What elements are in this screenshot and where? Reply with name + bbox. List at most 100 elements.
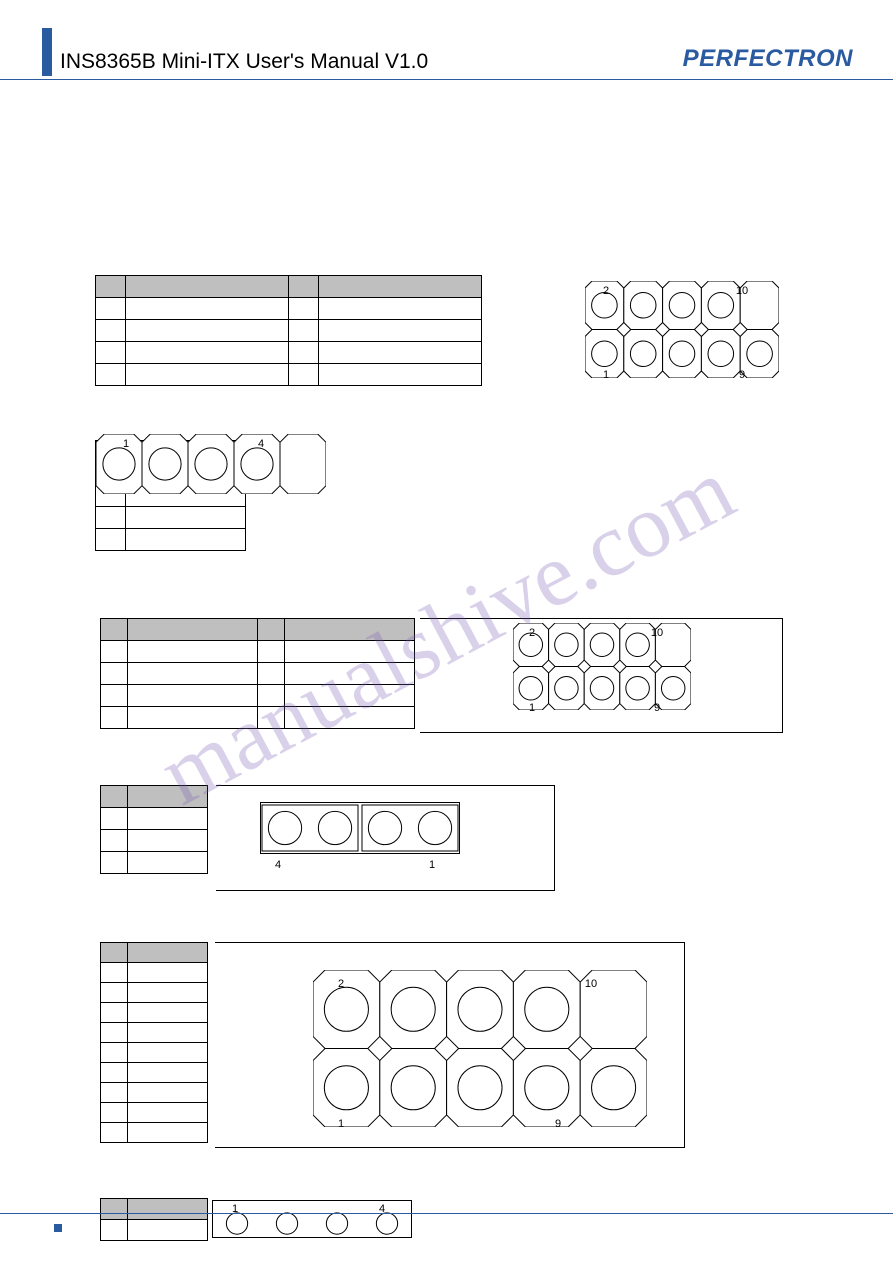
pin-cell [319, 320, 482, 342]
pin-number-label: 10 [585, 978, 597, 990]
pin-header-cell [101, 786, 128, 808]
pin-number-label: 4 [258, 438, 264, 450]
pin-number-label: 1 [603, 369, 609, 381]
pin-cell [101, 663, 128, 685]
connector-diagram: 41 [260, 802, 460, 854]
pin-cell [96, 529, 126, 551]
pin-cell [285, 641, 415, 663]
pin-number-label: 9 [555, 1118, 561, 1130]
pin-cell [319, 298, 482, 320]
pin-cell [101, 1103, 128, 1123]
pin-cell [126, 529, 246, 551]
pin-cell [128, 1063, 208, 1083]
pin-number-label: 2 [338, 978, 344, 990]
pin-number-label: 9 [739, 369, 745, 381]
pin-cell [128, 1123, 208, 1143]
pin-cell [101, 1083, 128, 1103]
pin-cell [258, 707, 285, 729]
connector-section: 41 [100, 785, 208, 874]
document-title: INS8365B Mini-ITX User's Manual V1.0 [60, 50, 428, 74]
pin-cell [128, 641, 258, 663]
pin-cell [285, 707, 415, 729]
pin-cell [101, 1003, 128, 1023]
pin-header-cell [258, 619, 285, 641]
pin-table [95, 275, 482, 386]
pin-number-label: 2 [529, 627, 535, 639]
pin-cell [319, 342, 482, 364]
pin-header-cell [101, 943, 128, 963]
pin-cell [128, 830, 208, 852]
pin-cell [128, 1083, 208, 1103]
pin-cell [101, 1123, 128, 1143]
pin-cell [128, 1023, 208, 1043]
pin-cell [128, 685, 258, 707]
brand-logo: PERFECTRON [683, 45, 853, 73]
connector-section: 21019 [100, 942, 208, 1143]
pin-number-label: 10 [736, 285, 748, 297]
pin-cell [101, 830, 128, 852]
pin-cell [285, 685, 415, 707]
pin-table [100, 785, 208, 874]
connector-diagram: 21019 [513, 623, 691, 710]
pin-cell [319, 364, 482, 386]
pin-cell [128, 1103, 208, 1123]
pin-cell [96, 507, 126, 529]
pin-cell [126, 342, 289, 364]
pin-cell [126, 320, 289, 342]
pin-cell [126, 298, 289, 320]
pin-cell [101, 1043, 128, 1063]
pin-table [100, 942, 208, 1143]
footer-accent-dot [54, 1224, 62, 1232]
header-accent-bar [42, 28, 52, 76]
pin-cell [101, 685, 128, 707]
pin-cell [289, 298, 319, 320]
connector-section: 14 [95, 440, 246, 551]
pin-number-label: 1 [429, 859, 435, 871]
pin-cell [101, 1063, 128, 1083]
page-header: INS8365B Mini-ITX User's Manual V1.0 PER… [0, 0, 893, 80]
pin-cell [289, 364, 319, 386]
pin-number-label: 1 [338, 1118, 344, 1130]
pin-cell [96, 342, 126, 364]
pin-header-cell [289, 276, 319, 298]
pin-cell [258, 663, 285, 685]
pin-header-cell [101, 619, 128, 641]
pin-header-cell [128, 786, 208, 808]
pin-header-cell [128, 943, 208, 963]
pin-cell [128, 707, 258, 729]
pin-cell [258, 641, 285, 663]
pin-number-label: 9 [654, 702, 660, 714]
pin-table [100, 618, 415, 729]
pin-header-cell [128, 619, 258, 641]
pin-cell [126, 364, 289, 386]
connector-diagram: 14 [96, 434, 326, 494]
pin-header-cell [96, 276, 126, 298]
pin-number-label: 10 [651, 627, 663, 639]
pin-cell [96, 364, 126, 386]
pin-cell [128, 963, 208, 983]
pin-cell [101, 963, 128, 983]
pin-cell [285, 663, 415, 685]
pin-cell [101, 852, 128, 874]
pin-number-label: 1 [529, 702, 535, 714]
pin-cell [289, 342, 319, 364]
pin-cell [128, 852, 208, 874]
pin-cell [258, 685, 285, 707]
pin-cell [101, 641, 128, 663]
pin-cell [128, 808, 208, 830]
pin-header-cell [126, 276, 289, 298]
pin-cell [101, 983, 128, 1003]
pin-cell [101, 707, 128, 729]
connector-section: 21019 [95, 275, 482, 386]
pin-cell [101, 808, 128, 830]
pin-cell [101, 1023, 128, 1043]
pin-cell [128, 983, 208, 1003]
pin-number-label: 4 [275, 859, 281, 871]
pin-cell [128, 1003, 208, 1023]
pin-cell [128, 663, 258, 685]
pin-cell [96, 320, 126, 342]
page-footer [0, 1213, 893, 1243]
connector-diagram: 21019 [585, 281, 779, 378]
connector-section: 21019 [100, 618, 415, 729]
pin-number-label: 1 [123, 438, 129, 450]
